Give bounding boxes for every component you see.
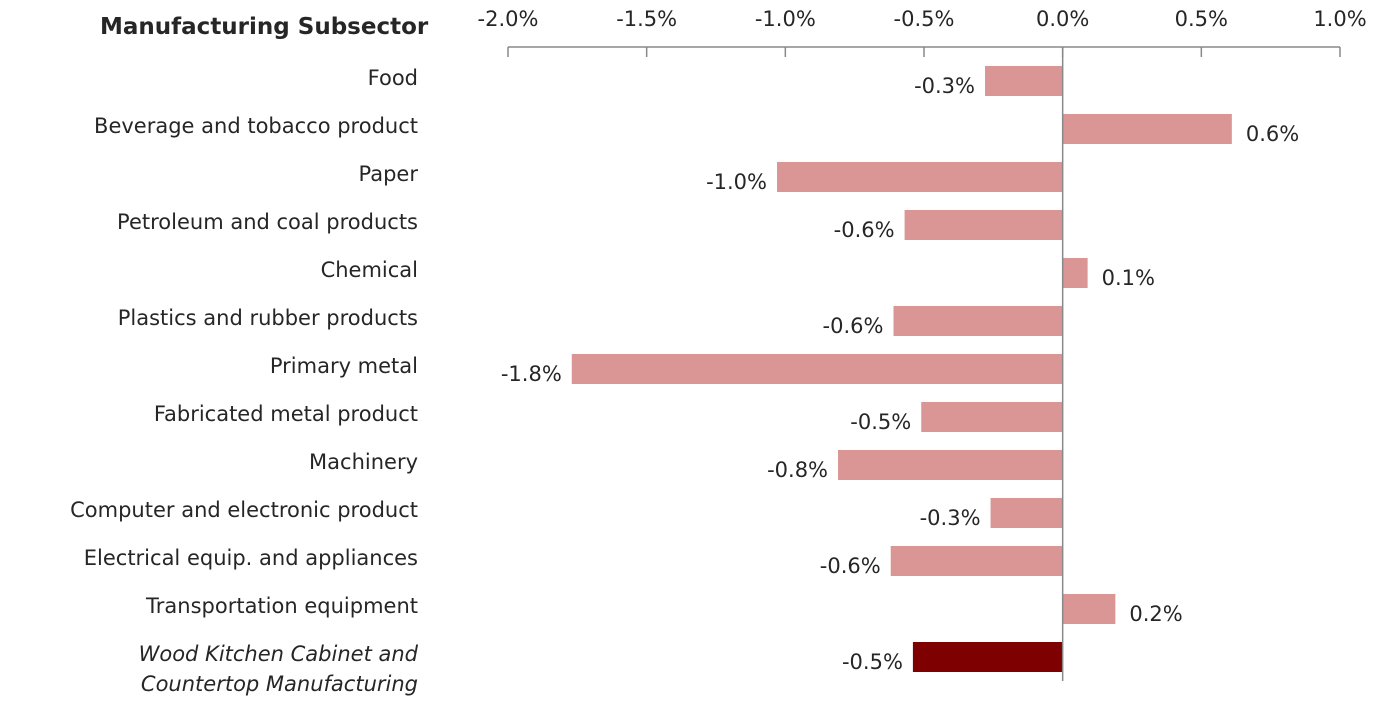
value-label: -0.6% bbox=[834, 218, 895, 242]
x-tick-label: 0.5% bbox=[1175, 7, 1228, 31]
category-label: Food bbox=[367, 66, 418, 90]
category-label: Petroleum and coal products bbox=[117, 210, 418, 234]
category-label: Machinery bbox=[309, 450, 418, 474]
bar bbox=[777, 162, 1063, 192]
bar bbox=[904, 210, 1063, 240]
value-label: -0.3% bbox=[914, 74, 975, 98]
x-tick-label: 1.0% bbox=[1313, 7, 1366, 31]
category-label: Plastics and rubber products bbox=[117, 306, 418, 330]
bar bbox=[1062, 258, 1088, 288]
category-label: Paper bbox=[358, 162, 418, 186]
bar bbox=[1062, 114, 1232, 144]
x-tick-label: -2.0% bbox=[478, 7, 539, 31]
category-label: Chemical bbox=[320, 258, 418, 282]
value-label: -0.8% bbox=[767, 458, 828, 482]
bar bbox=[921, 402, 1063, 432]
x-tick-label: -1.5% bbox=[616, 7, 677, 31]
value-label: 0.6% bbox=[1246, 122, 1299, 146]
value-label: 0.1% bbox=[1102, 266, 1155, 290]
category-label: Beverage and tobacco product bbox=[94, 114, 418, 138]
value-label: -0.3% bbox=[920, 506, 981, 530]
value-label: -0.6% bbox=[820, 554, 881, 578]
value-label: 0.2% bbox=[1129, 602, 1182, 626]
value-label: -0.5% bbox=[842, 650, 903, 674]
bar bbox=[890, 546, 1063, 576]
bar bbox=[893, 306, 1063, 336]
category-label: Fabricated metal product bbox=[153, 402, 418, 426]
category-label: Wood Kitchen Cabinet and Countertop Manu… bbox=[138, 642, 418, 696]
category-label: Transportation equipment bbox=[146, 594, 418, 618]
bar bbox=[1062, 594, 1116, 624]
bar bbox=[990, 498, 1063, 528]
value-label: -1.0% bbox=[706, 170, 767, 194]
chart-title: Manufacturing Subsector bbox=[100, 14, 429, 40]
category-label: Electrical equip. and appliances bbox=[83, 546, 418, 570]
x-tick-label: -1.0% bbox=[755, 7, 816, 31]
bar bbox=[985, 66, 1063, 96]
category-label: Computer and electronic product bbox=[70, 498, 418, 522]
bar bbox=[838, 450, 1063, 480]
x-tick-label: 0.0% bbox=[1036, 7, 1089, 31]
x-tick-label: -0.5% bbox=[894, 7, 955, 31]
value-label: -1.8% bbox=[501, 362, 562, 386]
bar bbox=[912, 642, 1063, 672]
value-label: -0.6% bbox=[823, 314, 884, 338]
bar bbox=[571, 354, 1063, 384]
value-label: -0.5% bbox=[850, 410, 911, 434]
category-label: Primary metal bbox=[269, 354, 418, 378]
